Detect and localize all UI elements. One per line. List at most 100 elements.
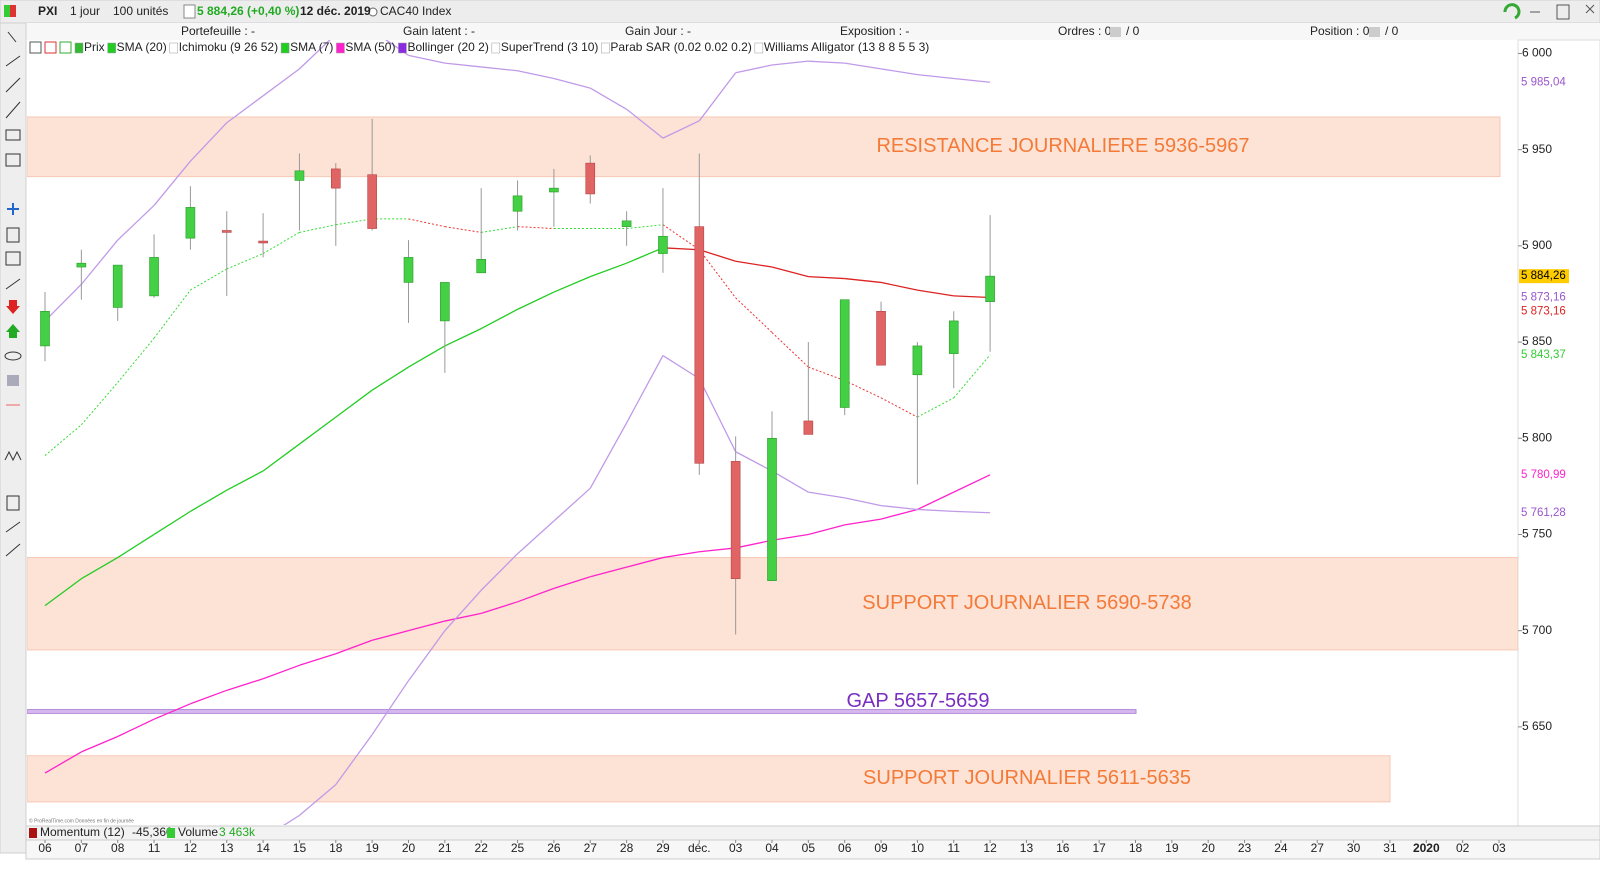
tool-copy[interactable] [6, 227, 20, 243]
refresh-icon[interactable] [1503, 3, 1521, 20]
legend-button[interactable] [29, 41, 42, 54]
tool-rect[interactable] [7, 375, 19, 386]
tool-lines[interactable] [5, 55, 21, 119]
legend-label[interactable]: Bollinger (20 2) [407, 40, 488, 54]
radio[interactable] [368, 7, 378, 17]
tool-channel[interactable] [5, 153, 21, 167]
quantity[interactable]: 100 unités [113, 4, 168, 18]
symbol[interactable]: PXI [38, 4, 57, 18]
legend-label[interactable]: Parab SAR (0.02 0.02 0.2) [610, 40, 751, 54]
indicator-line [626, 247, 664, 264]
orders-icon[interactable] [1110, 27, 1121, 37]
price-label: 5 873,16 [1521, 306, 1566, 318]
indicator-line [299, 653, 336, 666]
x-tick-label: 24 [1274, 841, 1288, 855]
period[interactable]: 1 jour [70, 4, 100, 18]
indicator-line [626, 355, 664, 424]
indicator-line [626, 108, 664, 139]
x-tick-label: 17 [1092, 841, 1106, 855]
indicator-line [917, 397, 954, 418]
left-toolbar [0, 22, 27, 854]
legend-swatch[interactable] [107, 42, 116, 54]
legend-label[interactable]: SMA (50) [345, 40, 395, 54]
plot [27, 40, 1518, 825]
tool-trash[interactable] [6, 495, 20, 511]
indicator-line [953, 510, 991, 514]
indicator-line [299, 416, 337, 445]
tool-line[interactable] [5, 278, 21, 290]
indicator-line [335, 389, 373, 418]
legend-button[interactable] [44, 41, 57, 54]
tool-cursor[interactable] [7, 31, 17, 43]
indicator-line [699, 249, 736, 262]
x-tick-label: 03 [729, 841, 743, 855]
tool-more[interactable] [5, 521, 21, 557]
tool-text[interactable] [5, 251, 21, 266]
indicator-line [481, 601, 518, 614]
candle-body [403, 257, 414, 283]
legend-label[interactable]: Williams Alligator (13 8 8 5 5 3) [764, 40, 929, 54]
legend-swatch[interactable] [74, 42, 84, 54]
legend-swatch[interactable] [491, 42, 501, 54]
candle-body [549, 187, 559, 193]
indicator-line [808, 491, 845, 499]
indicator-line [662, 224, 700, 251]
legend-swatch[interactable] [169, 42, 178, 54]
tool-ellipse[interactable] [4, 351, 22, 361]
indicator-line [444, 62, 482, 68]
indicator-line [662, 354, 700, 380]
candle-body [730, 461, 741, 580]
zone-label: SUPPORT JOURNALIER 5690-5738 [862, 592, 1191, 614]
x-tick-label: 11 [948, 841, 961, 855]
indicator-line [226, 470, 264, 491]
tool-fib[interactable] [5, 129, 21, 141]
indicator-line [262, 231, 300, 254]
volume: Volume [178, 825, 218, 839]
account-bar [0, 23, 1600, 40]
indicator-line [117, 718, 155, 738]
candle-body [330, 168, 341, 189]
legend-label[interactable]: SuperTrend (3 10) [501, 40, 599, 54]
window-icons[interactable] [1530, 4, 1595, 20]
x-tick-label: 14 [256, 841, 270, 855]
tool-zigzag[interactable] [4, 450, 22, 462]
legend-label[interactable]: Prix [84, 40, 105, 54]
legend-label[interactable]: Ichimoku (9 26 52) [179, 40, 278, 54]
zone [27, 755, 1391, 803]
legend-swatch[interactable] [398, 42, 407, 54]
legend-button[interactable] [59, 41, 72, 54]
legend-swatch[interactable] [754, 42, 764, 54]
indicator-line [844, 380, 882, 399]
legend-label[interactable]: SMA (7) [290, 40, 333, 54]
indicator-line [262, 68, 300, 97]
legend-swatch[interactable] [336, 42, 345, 54]
info-icon[interactable] [183, 4, 196, 19]
x-tick-label: 23 [1238, 841, 1252, 855]
position-total: / 0 [1385, 24, 1399, 38]
indicator-line [590, 566, 627, 578]
x-tick-label: 03 [1492, 841, 1506, 855]
indicator-line [771, 60, 809, 66]
zone-label: RESISTANCE JOURNALIERE 5936-5967 [876, 135, 1249, 157]
indicator-line [953, 295, 991, 299]
price-axis [1517, 39, 1600, 827]
indicator-line [662, 247, 700, 251]
indicator-line [444, 589, 482, 632]
legend-swatch[interactable] [280, 42, 290, 54]
legend-label[interactable]: SMA (20) [117, 40, 167, 54]
tool-down[interactable] [6, 300, 20, 314]
legend-swatch[interactable] [601, 42, 610, 54]
indicator-line [517, 70, 555, 80]
indicator-line [44, 751, 82, 774]
position-icon[interactable] [1369, 27, 1380, 37]
indicator-line [408, 620, 446, 632]
indicator-line [553, 576, 591, 589]
tool-up[interactable] [6, 324, 20, 338]
indicator-line [844, 497, 882, 507]
tool-move[interactable] [7, 203, 19, 215]
candle-body [839, 299, 850, 408]
indicator-line [335, 639, 373, 655]
indicator-line [480, 553, 519, 591]
indicator-line [953, 474, 991, 493]
